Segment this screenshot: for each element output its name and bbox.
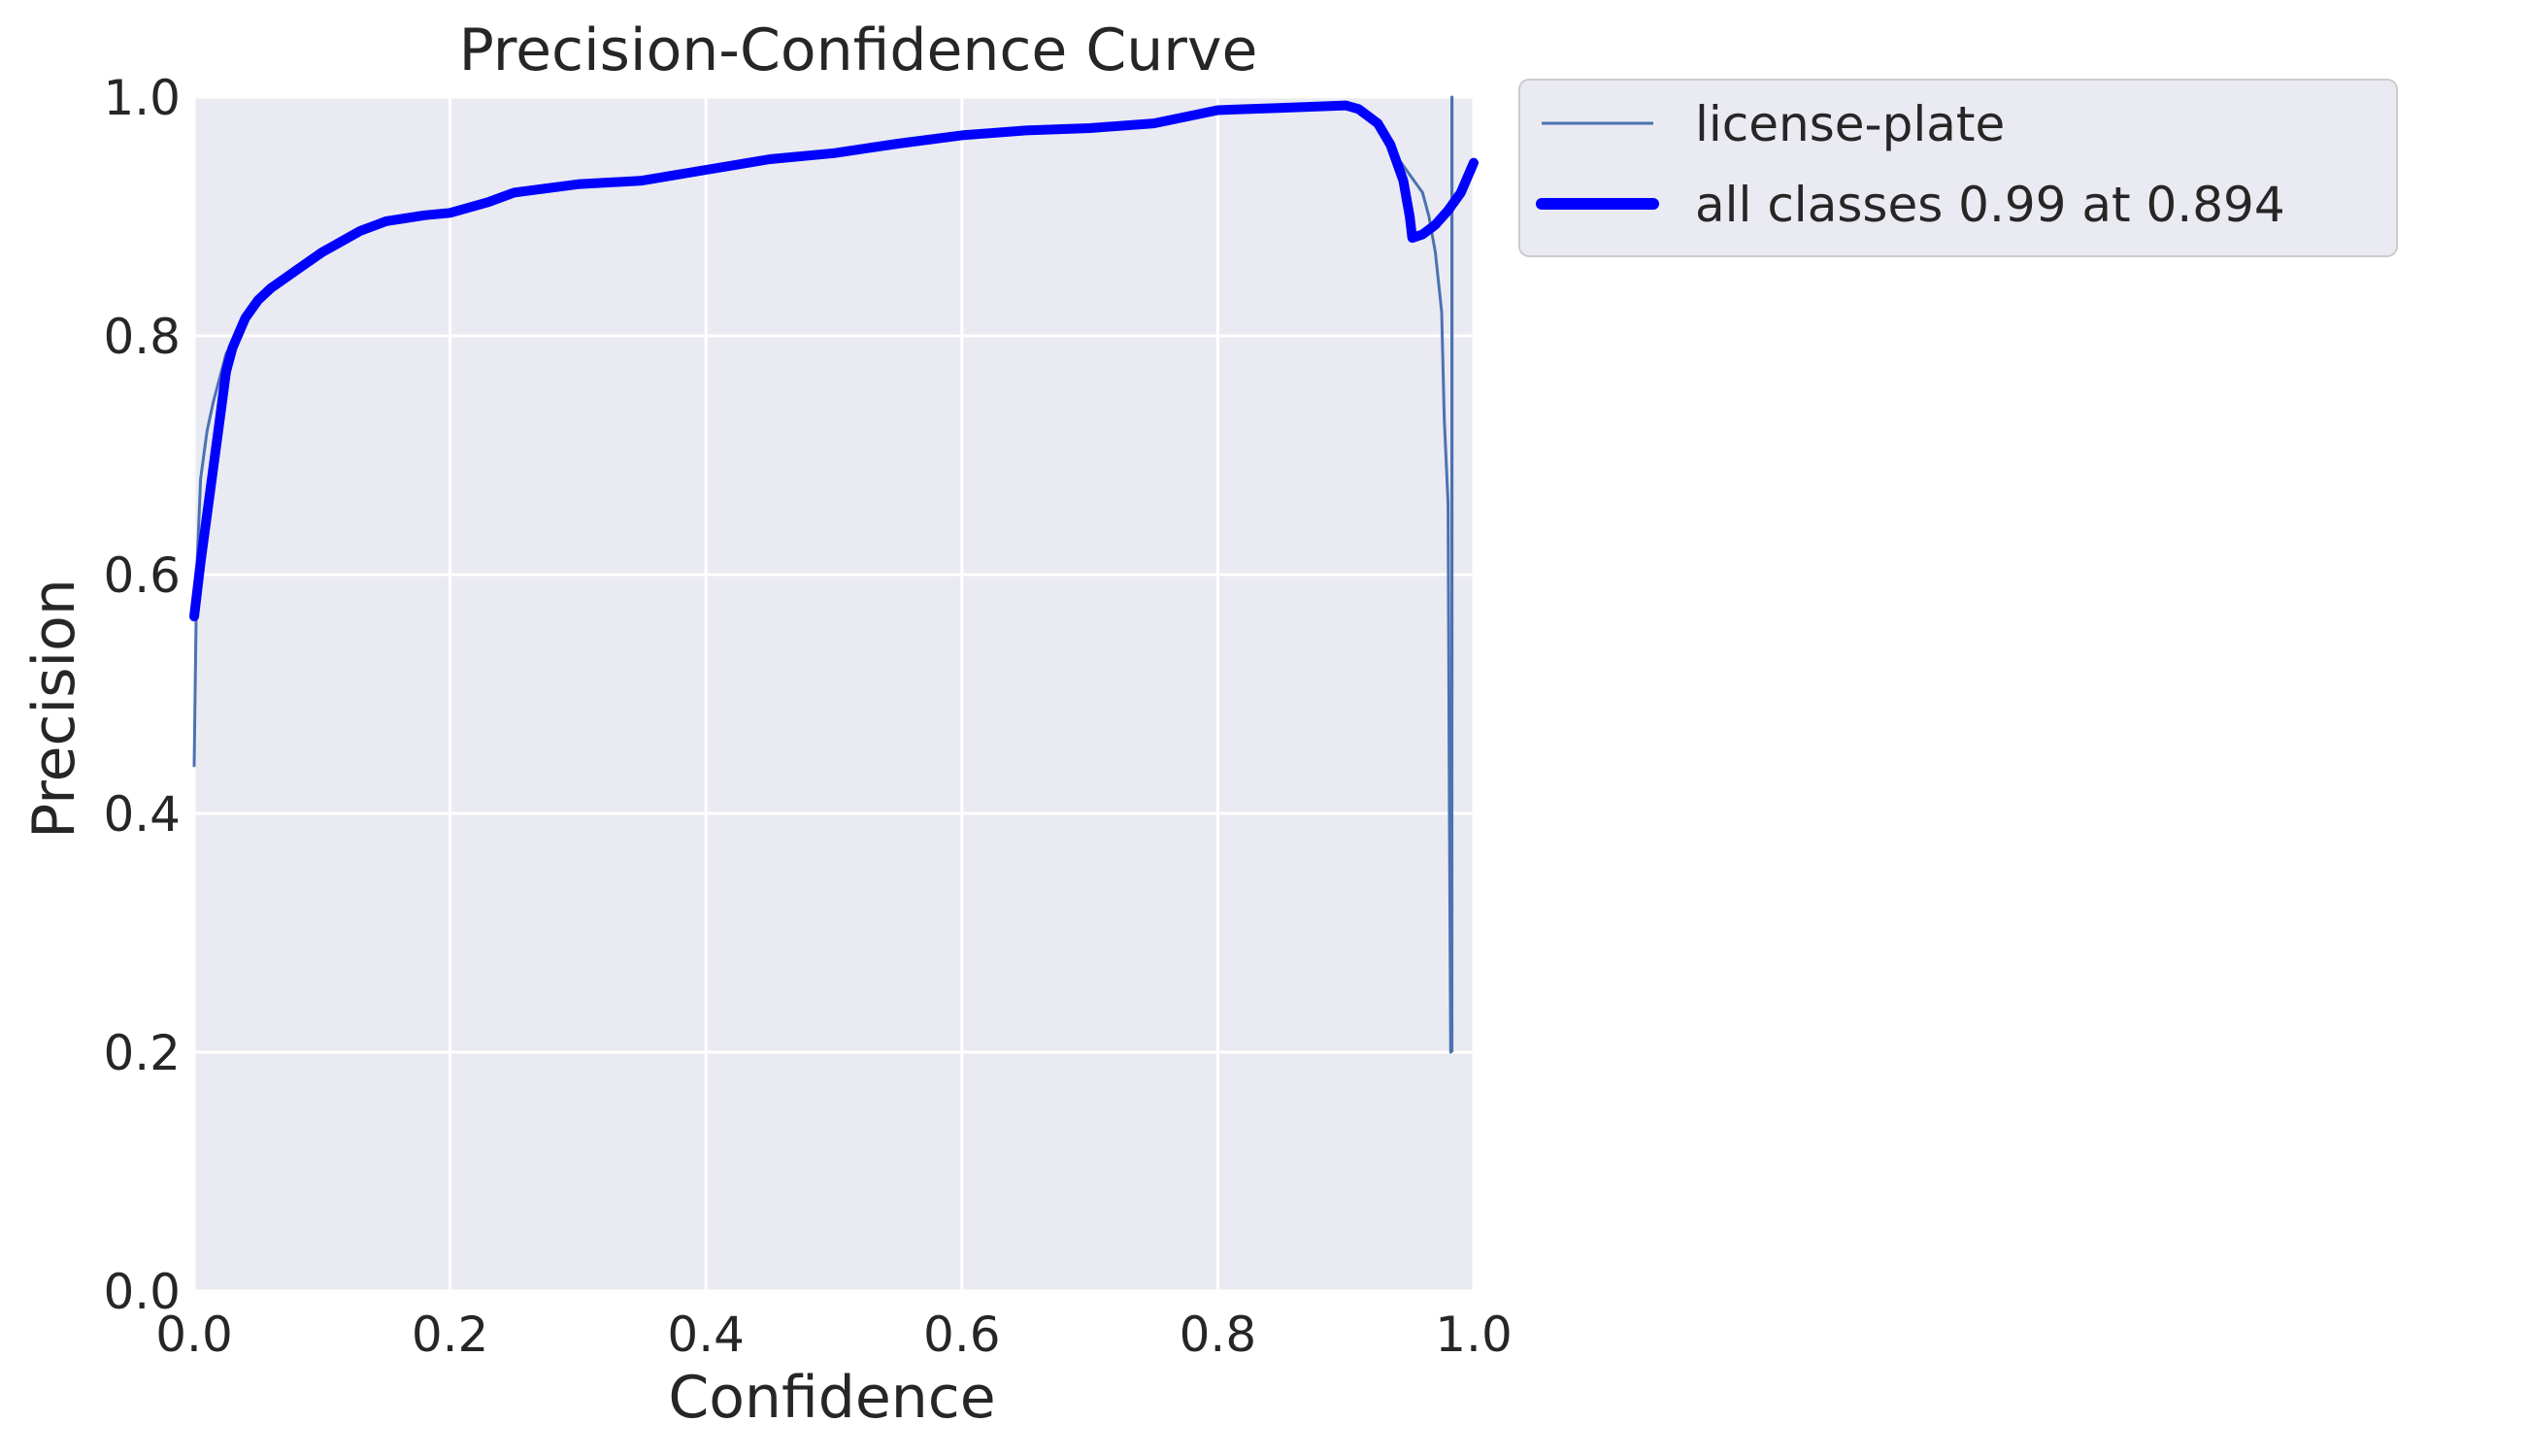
legend: license-plate all classes 0.99 at 0.894 (1518, 79, 2398, 257)
x-tick-label: 0.6 (923, 1307, 1001, 1363)
y-tick-label: 0.0 (103, 1264, 181, 1320)
plot-background (194, 97, 1474, 1291)
y-tick-label: 0.6 (103, 547, 181, 604)
x-tick-label: 0.8 (1180, 1307, 1257, 1363)
y-tick-label: 0.2 (103, 1025, 181, 1081)
plot-content (189, 95, 1479, 1054)
legend-box (1518, 79, 2398, 257)
y-tick-label: 0.4 (103, 786, 181, 843)
series-line-all-classes (189, 100, 1479, 622)
y-tick-label: 1.0 (103, 70, 181, 126)
legend-label-all-classes: all classes 0.99 at 0.894 (1695, 177, 2285, 233)
legend-label-license-plate: license-plate (1695, 96, 2005, 152)
y-axis-label: Precision (20, 579, 88, 839)
grid-lines (192, 95, 1476, 1293)
x-tick-labels: 0.0 0.2 0.4 0.6 0.8 1.0 (155, 1307, 1513, 1363)
y-tick-label: 0.8 (103, 309, 181, 365)
x-tick-label: 0.4 (667, 1307, 745, 1363)
x-tick-label: 0.2 (412, 1307, 489, 1363)
x-axis-label: Confidence (668, 1364, 995, 1432)
x-tick-label: 0.0 (155, 1307, 233, 1363)
y-tick-labels: 0.0 0.2 0.4 0.6 0.8 1.0 (103, 70, 181, 1320)
x-tick-label: 1.0 (1435, 1307, 1513, 1363)
chart-title: Precision-Confidence Curve (459, 17, 1258, 84)
